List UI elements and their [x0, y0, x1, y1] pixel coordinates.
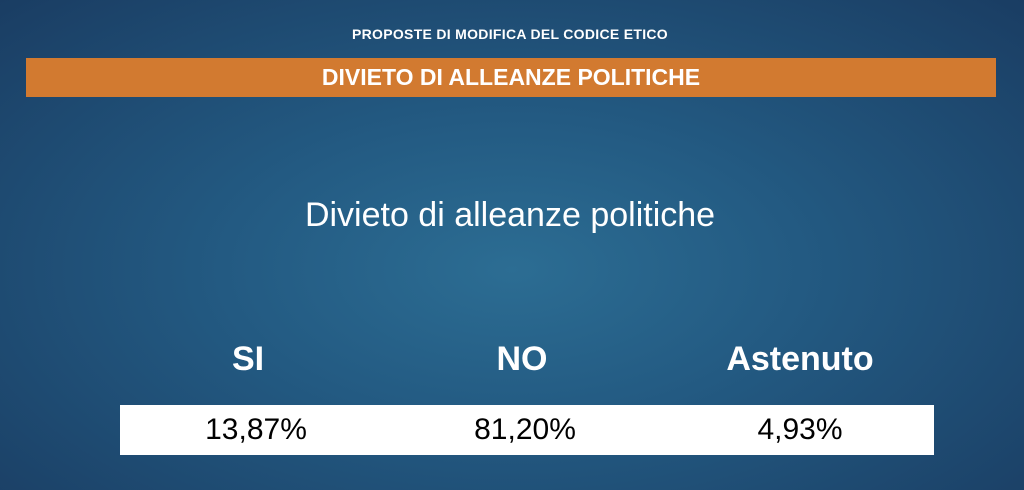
cell: 13,87%: [205, 413, 307, 446]
cell: 4,93%: [757, 413, 843, 446]
column-header: Astenuto: [726, 340, 874, 378]
cell: 81,20%: [474, 413, 576, 446]
header-title: PROPOSTE DI MODIFICA DEL CODICE ETICO: [351, 26, 668, 42]
table-row: [120, 405, 934, 455]
column-header: NO: [496, 340, 548, 378]
banner: DIVIETO DI ALLEANZE POLITICHE: [26, 58, 996, 97]
column-header: SI: [231, 340, 265, 378]
subtitle: Divieto di alleanze politiche: [304, 196, 716, 234]
